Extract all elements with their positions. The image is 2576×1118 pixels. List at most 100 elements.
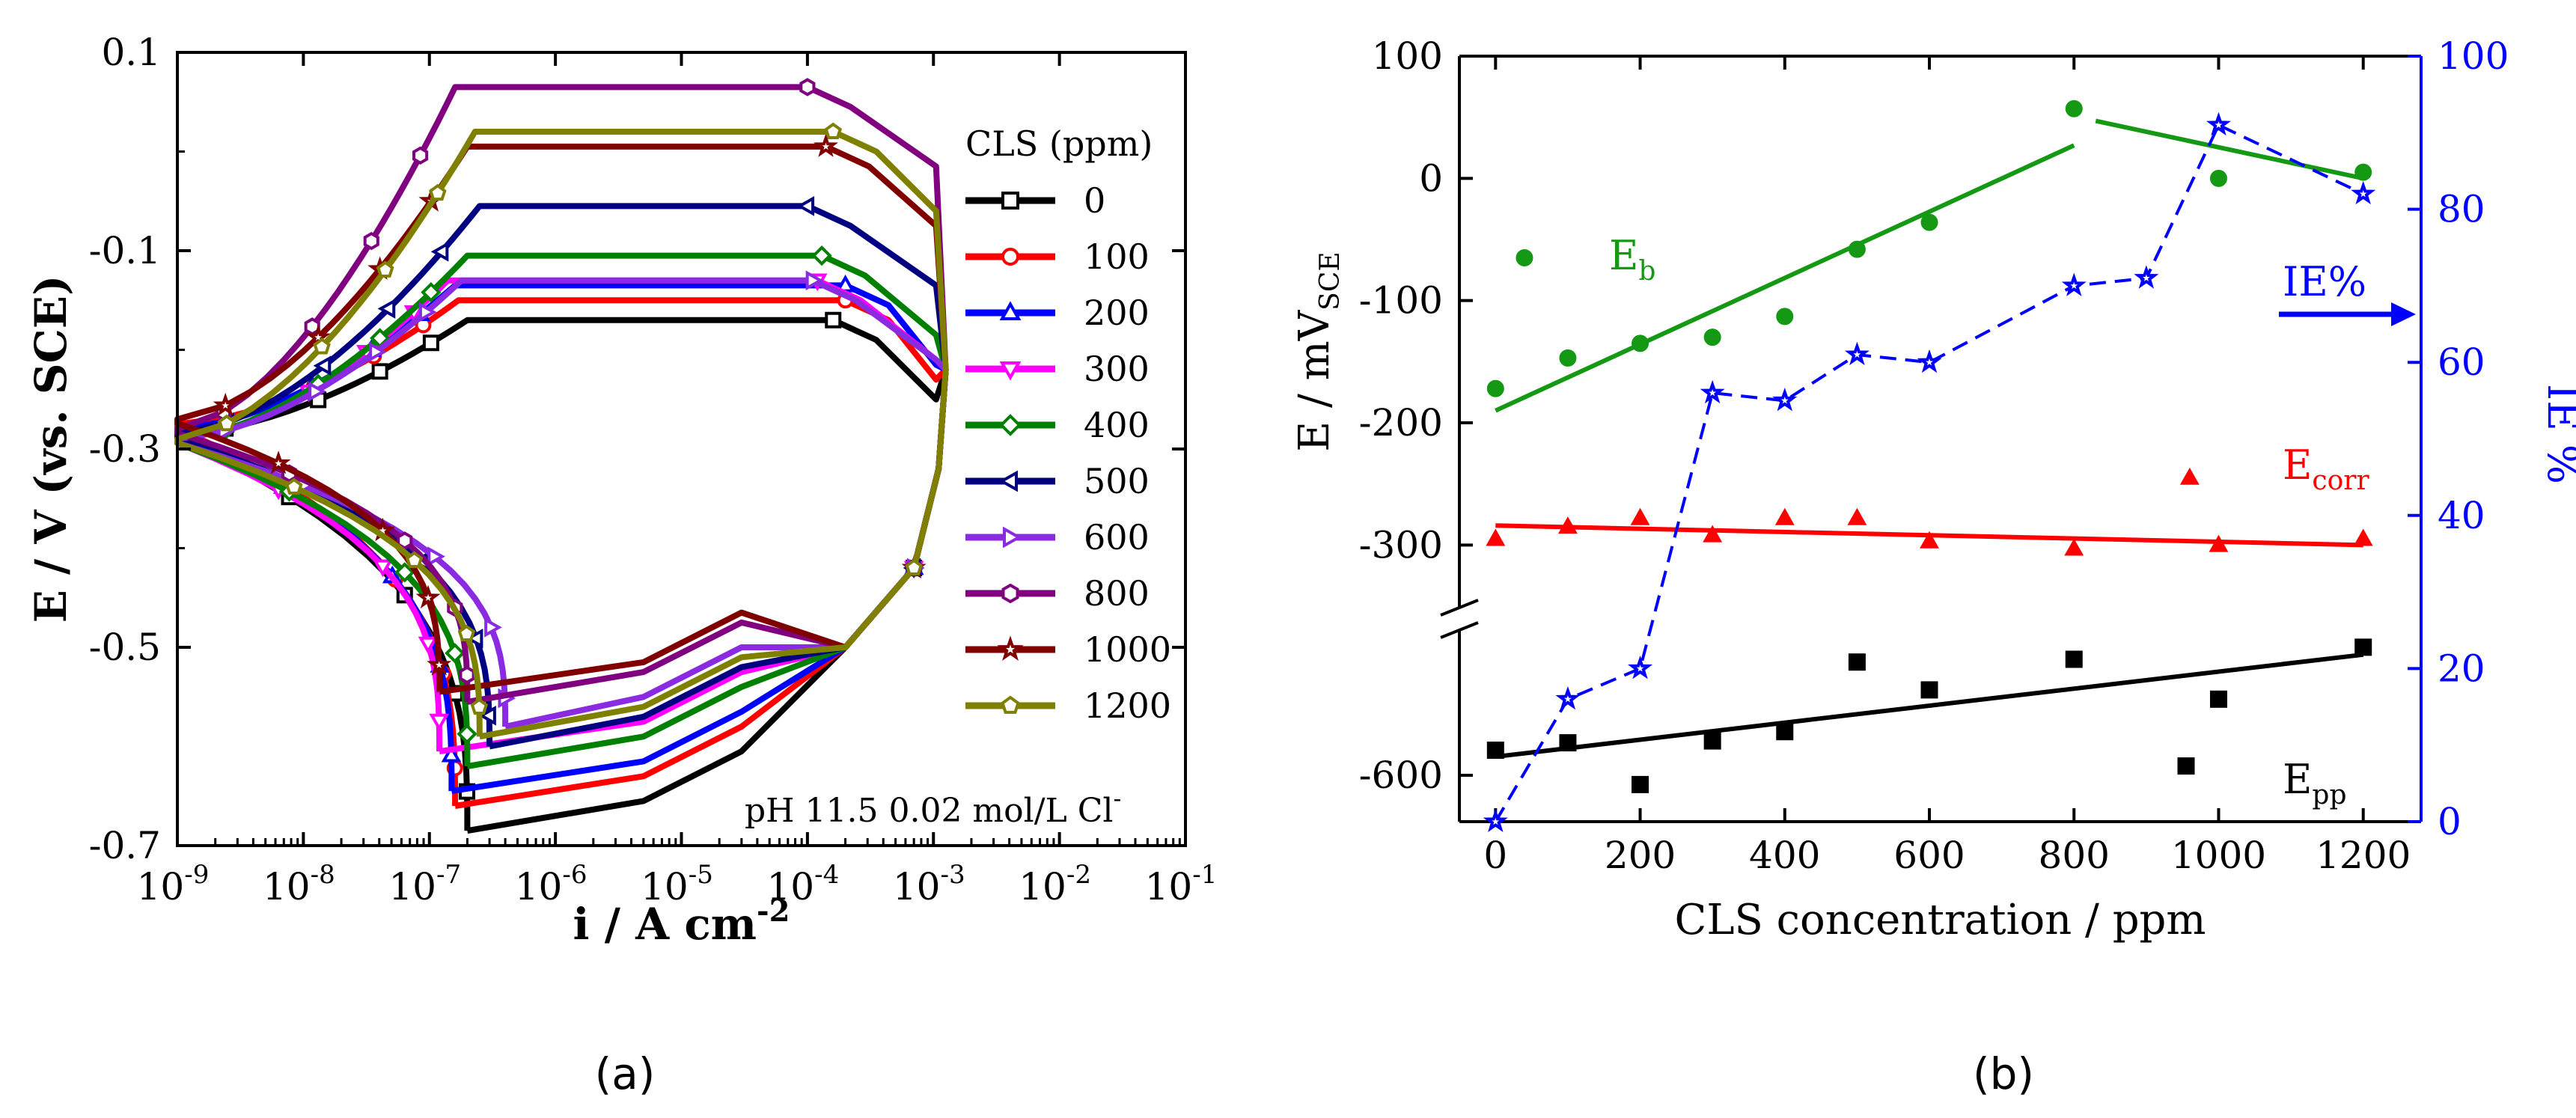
series-marker [418,636,439,655]
data-point [2134,265,2159,289]
data-point [2354,163,2372,181]
series-marker [825,311,842,329]
legend-label-600: 600 [1084,517,1150,558]
y-left-tick-label: -200 [1359,401,1443,445]
x-tick-base: 10 [388,865,436,908]
legend-marker-300 [999,361,1022,381]
x-tick-label: 10-7 [388,860,461,908]
x-tick-exp: -1 [1192,860,1217,890]
x-tick-label: 10-8 [263,860,335,908]
x-tick-base: 10 [263,865,311,908]
data-point [2065,650,2083,668]
label-eb: Eb [1609,232,1655,287]
series-marker [308,381,326,402]
axis-break-mark-2 [1440,621,1479,639]
series-IE% [1483,112,2376,833]
panel-a-plot-area [174,78,949,834]
series-marker [405,551,424,568]
data-point [1703,525,1723,543]
x-tick-exp: -4 [814,860,839,890]
series-400-ppm [174,245,949,769]
legend-label-800: 800 [1084,573,1150,614]
series-marker [478,705,496,726]
data-point [1920,213,1938,231]
data-point [2177,757,2195,775]
x-tick-label: 0 [1483,834,1507,877]
legend-label-500: 500 [1084,461,1150,501]
x-tick-base: 10 [137,865,185,908]
legend-label-400: 400 [1084,405,1150,445]
x-tick-exp: -6 [562,860,587,890]
data-point [2179,467,2200,485]
data-point [1703,732,1721,750]
y-right-tick-label: 80 [2438,188,2485,231]
series-marker [445,643,466,664]
y-tick-label: -0.5 [89,626,161,669]
data-point [1559,349,1577,367]
legend-marker-0 [1001,192,1019,210]
series-marker [465,628,483,649]
y-right-tick-label: 60 [2438,340,2485,384]
data-point [2206,112,2231,136]
annotation-text: pH 11.5 0.02 mol/L Cl- [745,784,1121,830]
data-point [1772,388,1798,412]
label-eb-sub: b [1638,256,1655,287]
y-left-tick-label: -600 [1359,754,1443,797]
x-tick-label: 1200 [2316,834,2411,877]
series-marker [799,78,816,97]
x-tick-exp: -7 [436,860,461,890]
data-point [2353,528,2373,546]
label-ecorr: Ecorr [2283,442,2369,496]
ie-arrow-head [2391,302,2416,326]
series-marker [218,414,236,432]
data-point [2064,538,2084,556]
series-marker [418,302,437,323]
y-tick-label: -0.1 [89,229,161,272]
y-right-tick-label: 100 [2438,34,2509,78]
panel-b-label: (b) [1973,1048,2034,1099]
data-point [1632,335,1649,352]
x-tick-base: 10 [1019,865,1066,908]
legend-marker-1000 [997,635,1024,662]
label-ie: IE% [2283,258,2366,305]
data-point [2354,638,2372,656]
y-tick-label: -0.3 [89,427,161,471]
legend-marker-400 [999,414,1022,436]
x-tick-base: 10 [1145,865,1193,908]
series-marker [429,713,450,732]
series-marker [470,697,489,715]
data-point [1557,516,1578,534]
x-tick-label: 10-1 [1145,860,1218,908]
data-point [2351,180,2376,205]
panel-a-label: (a) [595,1048,656,1099]
series-marker [422,335,439,352]
series-1000-ppm [174,133,949,695]
y-left-axis-label: E / mVSCE [1290,251,1346,451]
label-ecorr-main: E [2283,442,2312,489]
legend-label-100: 100 [1084,236,1150,277]
axis-break-mark-1 [1440,599,1479,617]
y-left-axis-label-sub: SCE [1315,251,1346,311]
series-marker [213,392,238,417]
series-marker [459,665,475,685]
x-axis-label-sup: -2 [757,894,790,929]
x-tick-exp: -3 [941,860,965,890]
series-100-ppm [174,292,949,809]
data-point [1483,808,1508,833]
data-point [1847,507,1867,525]
x-tick-label: 10-2 [1019,860,1091,908]
panel-b-concentration-chart: 0 200 400 600 800 1000 12001000-100-200-300-60… [1290,34,2576,944]
label-ecorr-sub: corr [2312,465,2369,496]
y-tick-label: -0.7 [89,824,161,867]
x-tick-base: 10 [515,865,563,908]
label-eb-main: E [1609,232,1638,279]
y-right-tick-label: 40 [2438,494,2485,537]
series-marker [484,617,502,638]
series-marker [430,242,449,262]
series-marker [805,270,824,291]
y-right-tick-label: 20 [2438,647,2485,690]
x-tick-exp: -2 [1066,860,1091,890]
series-curve [174,252,949,769]
legend: CLS (ppm) 0 100 200 300 400 500 600 800 1000 1200 [965,123,1171,726]
